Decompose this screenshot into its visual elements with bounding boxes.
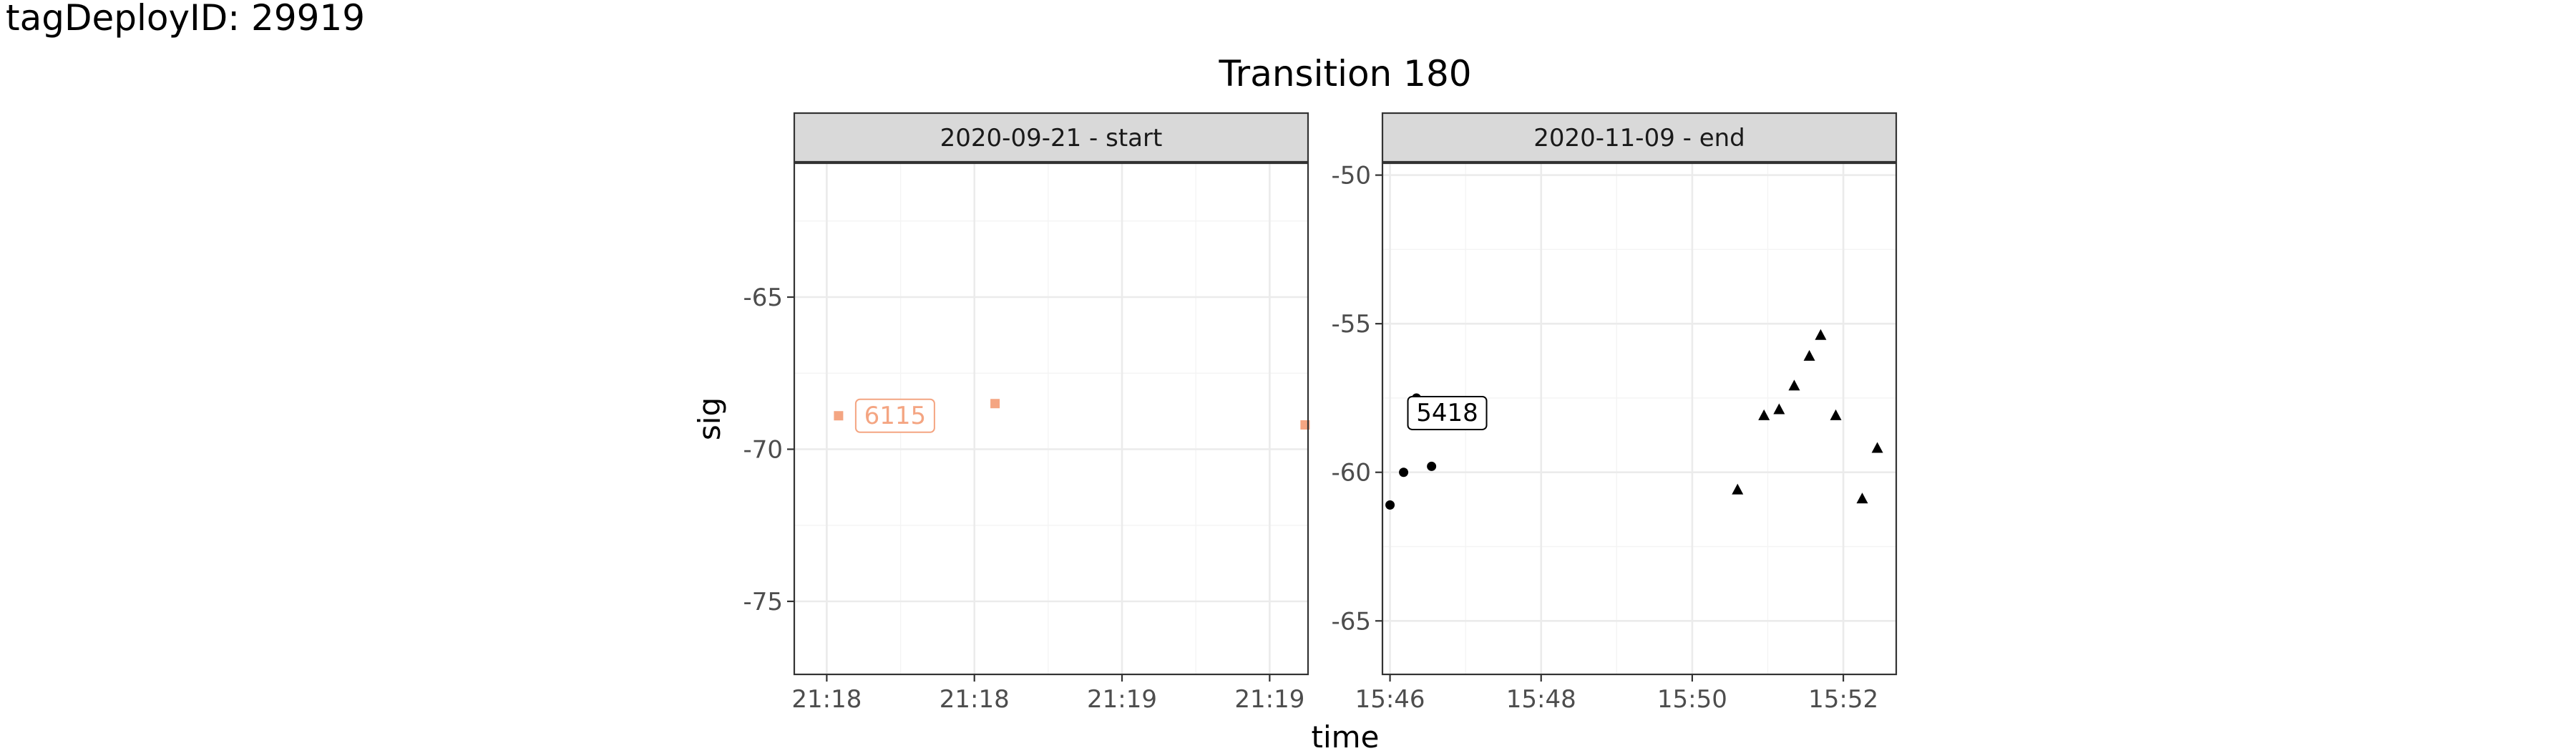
y-tick-label: -60	[1331, 459, 1371, 488]
data-point-triangle	[1815, 329, 1827, 340]
x-axis-title: time	[1312, 719, 1380, 755]
point-label-box	[854, 398, 935, 433]
data-point-triangle	[1856, 493, 1868, 504]
data-point-triangle	[1871, 442, 1883, 453]
facet-strip-label: 2020-09-21 - start	[940, 124, 1163, 152]
data-point-circle	[1385, 500, 1395, 510]
x-tick-label: 21:19	[1234, 685, 1304, 714]
panel-border	[1381, 162, 1898, 676]
data-point-square	[990, 399, 1000, 409]
data-point-triangle	[1758, 409, 1770, 420]
point-label-box	[1407, 395, 1488, 430]
x-tick-label: 15:48	[1506, 685, 1576, 714]
y-tick-label: -55	[1331, 310, 1371, 339]
data-point-triangle	[1773, 403, 1785, 415]
facet-panel-2: -50 -55 -60 -65 15:46 15:48 15:50 15:52 5418 2020…	[1331, 112, 1898, 714]
data-point-square	[834, 411, 844, 421]
panel-border	[793, 162, 1309, 676]
y-tick-label: -65	[743, 284, 783, 312]
y-tick-label: -75	[743, 588, 783, 616]
y-tick-label: -65	[1331, 607, 1371, 636]
x-tick-label: 15:50	[1657, 685, 1727, 714]
point-label-text: 5418	[1416, 399, 1478, 427]
data-point-circle	[1399, 467, 1409, 478]
plot-title: Transition 180	[1218, 53, 1471, 94]
x-tick-label: 15:46	[1355, 685, 1425, 714]
facet-strip-label: 2020-11-09 - end	[1533, 124, 1745, 152]
facet-panel-1: -65 -70 -75 21:18 21:18 21:19 21:19 6115 2020-09…	[743, 112, 1310, 714]
y-tick-label: -50	[1331, 162, 1371, 190]
x-tick-label: 21:18	[791, 685, 862, 714]
y-tick-label: -70	[743, 436, 783, 465]
data-point-triangle	[1830, 409, 1842, 420]
data-point-triangle	[1788, 379, 1800, 391]
point-label-text: 6115	[864, 402, 927, 430]
x-tick-label: 21:18	[940, 685, 1010, 714]
y-axis-title: sig	[692, 397, 727, 440]
data-point-circle	[1427, 461, 1437, 471]
x-tick-label: 21:19	[1087, 685, 1157, 714]
x-tick-label: 15:52	[1808, 685, 1878, 714]
data-point-triangle	[1803, 349, 1815, 361]
facet-strip	[793, 112, 1309, 163]
tag-deploy-title: tagDeployID: 29919	[6, 0, 365, 39]
data-point-triangle	[1732, 483, 1744, 495]
facet-strip	[1381, 112, 1898, 163]
facet-panels: -65 -70 -75 21:18 21:18 21:19 21:19 6115 2020-09…	[743, 112, 1898, 714]
